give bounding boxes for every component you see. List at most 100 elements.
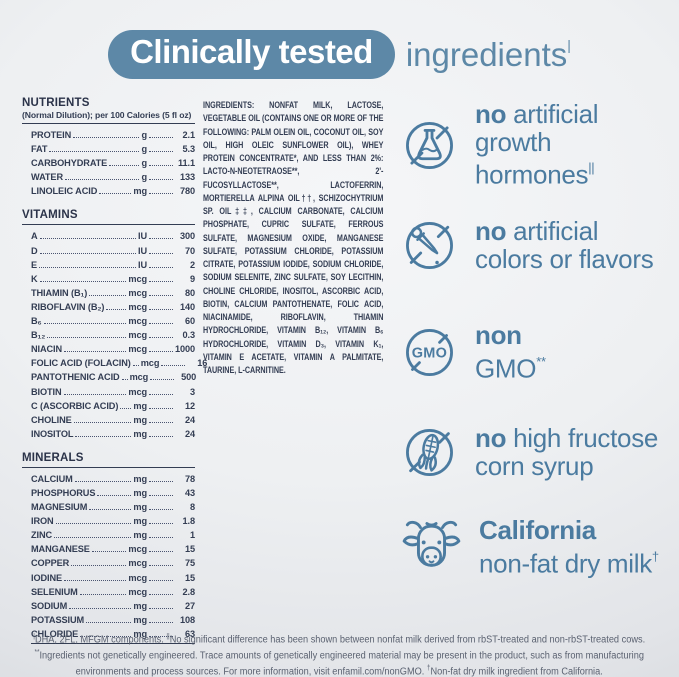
dotted-leader xyxy=(99,193,132,195)
callout-bold-text: no xyxy=(475,423,507,453)
dotted-leader xyxy=(86,621,132,623)
dotted-leader xyxy=(149,308,173,310)
row-value: 11.1 xyxy=(178,158,195,169)
table-row: IRON mg 1.8 xyxy=(31,516,195,526)
row-value: 3 xyxy=(189,386,195,397)
table-row: SODIUM mg 27 xyxy=(31,601,195,611)
table-row: PANTOTHENIC ACID mcg 500 xyxy=(31,372,196,383)
dotted-leader xyxy=(39,238,136,240)
table-row: C (ASCORBIC ACID) mg 12 xyxy=(31,401,195,411)
dotted-leader xyxy=(54,537,132,539)
dotted-leader xyxy=(121,379,128,381)
dotted-leader xyxy=(149,179,173,181)
dotted-leader xyxy=(149,238,173,240)
callout-line: California xyxy=(479,516,659,545)
row-label: BIOTIN xyxy=(31,386,62,397)
row-label: FAT xyxy=(31,144,48,155)
table-row: FOLIC ACID (FOLACIN) mcg 16 xyxy=(31,358,207,369)
row-value: 60 xyxy=(184,316,195,327)
row-value: 24 xyxy=(184,414,195,425)
row-unit: g xyxy=(141,158,147,169)
row-label: C (ASCORBIC ACID) xyxy=(31,400,119,411)
callout-text: California non-fat dry milk† xyxy=(479,516,659,578)
dotted-leader xyxy=(149,266,173,268)
footnote-line: |DHA, 2FL, MFGM components. ||No signifi… xyxy=(33,633,646,646)
row-label: D xyxy=(31,245,38,256)
table-row: PHOSPHORUS mg 43 xyxy=(31,488,195,498)
callout-superscript: † xyxy=(651,548,659,564)
row-unit: mcg xyxy=(128,544,147,555)
dotted-leader xyxy=(150,379,175,381)
nutrition-tables: NUTRIENTS (Normal Dilution); per 100 Cal… xyxy=(22,97,207,644)
row-unit: mg xyxy=(133,487,147,498)
table-row: SELENIUM mcg 2.8 xyxy=(31,587,195,597)
section-divider xyxy=(22,466,195,468)
table-row: E IU 2 xyxy=(31,260,195,270)
dotted-leader xyxy=(149,151,173,153)
dotted-leader xyxy=(91,551,127,553)
dotted-leader xyxy=(149,337,173,339)
row-unit: mcg xyxy=(128,287,147,298)
row-label: PANTOTHENIC ACID xyxy=(31,372,120,383)
dotted-leader xyxy=(89,294,127,296)
dotted-leader xyxy=(149,421,173,423)
dotted-leader xyxy=(69,607,132,609)
row-label: NIACIN xyxy=(31,344,63,355)
header-suffix-text: ingredients xyxy=(405,35,568,73)
callout-line: no artificial xyxy=(475,99,599,129)
dotted-leader xyxy=(149,523,173,525)
callout-no-hfcs: no high fructose corn syrup xyxy=(398,421,658,484)
table-row: INOSITOL mg 24 xyxy=(31,429,195,439)
minerals-section: MINERALS CALCIUM mg 78 PHOSPHORUS mg 43 MAGNES… xyxy=(22,452,195,644)
dotted-leader xyxy=(149,621,173,623)
vitamins-title: VITAMINS xyxy=(22,209,78,222)
footnote: |DHA, 2FL, MFGM components. ||No signifi… xyxy=(8,631,670,677)
header-suffix-superscript: | xyxy=(567,36,571,53)
table-row: B₆ mcg 60 xyxy=(31,316,195,326)
row-value: 12 xyxy=(184,400,195,411)
table-row: RIBOFLAVIN (B₂) mcg 140 xyxy=(31,302,195,312)
ingredients-label: INGREDIENTS: xyxy=(203,100,255,110)
row-label: THIAMIN (B₁) xyxy=(31,287,88,298)
dotted-leader xyxy=(149,393,173,395)
row-unit: mcg xyxy=(140,358,160,369)
table-row: LINOLEIC ACID mg 780 xyxy=(31,186,195,196)
row-label: IODINE xyxy=(31,572,63,583)
footnote-superscript: ** xyxy=(34,649,40,657)
row-unit: mg xyxy=(133,516,147,527)
row-unit: mg xyxy=(133,600,147,611)
dotted-leader xyxy=(149,593,173,595)
row-value: 70 xyxy=(184,245,195,256)
row-unit: mcg xyxy=(128,344,147,355)
gmo-icon-label: GMO xyxy=(412,346,448,362)
callout-line: colors or flavors xyxy=(475,243,654,274)
table-row: MAGNESIUM mg 8 xyxy=(31,502,195,512)
callout-superscript: ** xyxy=(536,353,546,369)
callout-bold-text: non xyxy=(475,320,522,351)
row-unit: mcg xyxy=(128,572,147,583)
row-label: WATER xyxy=(31,172,63,183)
dotted-leader xyxy=(39,266,136,268)
dotted-leader xyxy=(161,365,186,367)
table-row: FAT g 5.3 xyxy=(31,144,195,154)
footnote-superscript: | xyxy=(33,633,35,640)
row-unit: IU xyxy=(138,231,147,242)
row-unit: IU xyxy=(138,245,147,256)
dotted-leader xyxy=(39,252,136,254)
table-row: NIACIN mcg 1000 xyxy=(31,344,195,354)
row-value: 1.8 xyxy=(182,516,196,527)
row-value: 2.8 xyxy=(182,586,196,597)
dotted-leader xyxy=(149,537,173,539)
row-label: CALCIUM xyxy=(31,473,73,484)
dotted-leader xyxy=(149,635,173,637)
section-divider xyxy=(22,224,195,226)
row-value: 780 xyxy=(179,186,195,197)
nutrients-subtitle: (Normal Dilution); per 100 Calories (5 f… xyxy=(22,110,192,120)
ingredients-section: INGREDIENTS: NONFAT MILK, LACTOSE, VEGET… xyxy=(203,99,423,377)
table-row: BIOTIN mcg 3 xyxy=(31,387,195,397)
dotted-leader xyxy=(106,308,127,310)
row-label: B₁₂ xyxy=(31,330,46,341)
row-label: ZINC xyxy=(31,530,53,541)
row-unit: mcg xyxy=(128,316,147,327)
